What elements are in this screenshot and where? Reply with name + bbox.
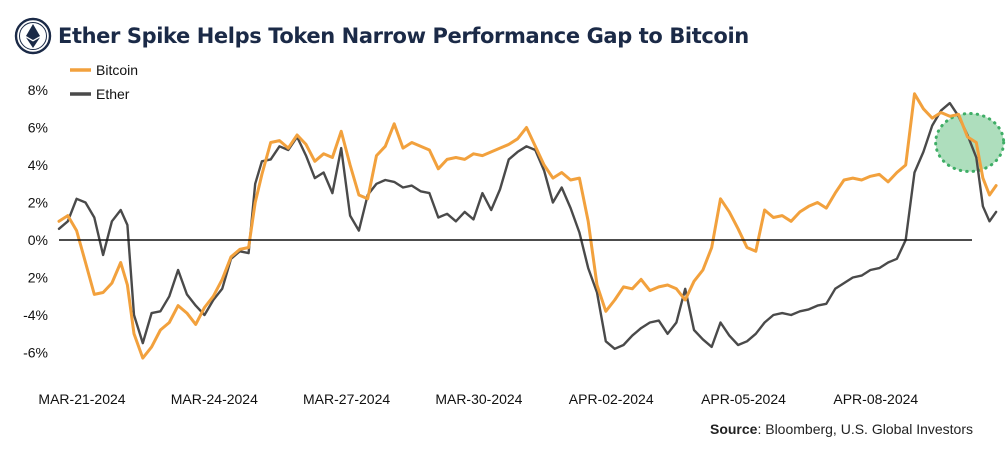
series-line-ether <box>57 101 998 350</box>
x-tick-label: MAR-21-2024 <box>38 391 125 407</box>
x-tick-label: APR-05-2024 <box>701 391 786 407</box>
x-tick-label: APR-02-2024 <box>569 391 654 407</box>
source-note: Source: Bloomberg, U.S. Global Investors <box>710 421 973 437</box>
x-tick-label: MAR-27-2024 <box>303 391 390 407</box>
y-tick-label: 4% <box>28 157 48 173</box>
chart-title: Ether Spike Helps Token Narrow Performan… <box>58 24 749 48</box>
axis-layer: 8% 6% 4% 2% 0% 2% -4% -6% MAR-21-2024 MAR-24-2024… <box>23 82 972 407</box>
chart-header: Ether Spike Helps Token Narrow Performan… <box>14 14 749 58</box>
x-tick-label: MAR-30-2024 <box>435 391 522 407</box>
source-label: Source <box>709 421 758 437</box>
legend-label-bitcoin: Bitcoin <box>96 62 138 78</box>
y-tick-label: 2% <box>28 270 48 286</box>
y-tick-label: 8% <box>28 82 48 98</box>
legend-layer: Bitcoin Ether <box>70 62 138 102</box>
series-layer <box>57 92 998 360</box>
ethereum-coin-icon <box>14 17 52 55</box>
y-tick-label: 0% <box>28 232 48 248</box>
y-tick-label: -6% <box>23 345 48 361</box>
legend-label-ether: Ether <box>96 86 130 102</box>
x-tick-label: APR-08-2024 <box>833 391 918 407</box>
series-line-bitcoin <box>57 92 998 360</box>
y-tick-label: -4% <box>23 307 48 323</box>
source-text: : Bloomberg, U.S. Global Investors <box>757 421 973 437</box>
y-tick-label: 2% <box>28 195 48 211</box>
x-tick-label: MAR-24-2024 <box>171 391 258 407</box>
y-tick-label: 6% <box>28 120 48 136</box>
